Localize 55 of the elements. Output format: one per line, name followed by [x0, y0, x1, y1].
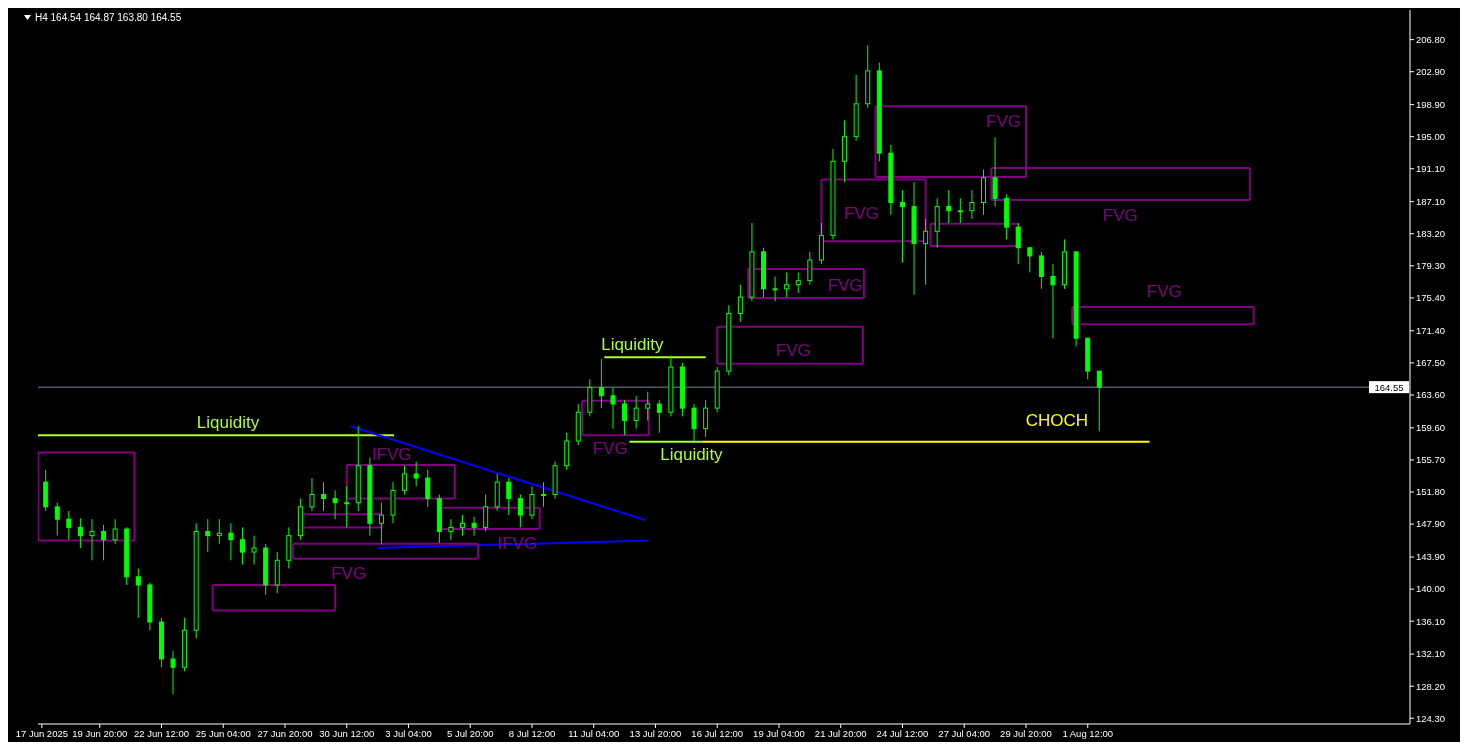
series-label: IFVG	[371, 445, 412, 465]
y-tick-label: 124.30	[1416, 712, 1446, 724]
series-label: Liquidity	[601, 334, 665, 354]
series-label: Liquidity	[196, 412, 260, 432]
y-tick-label: 206.80	[1416, 33, 1446, 45]
y-tick-label: 198.90	[1416, 98, 1446, 110]
x-tick-label: 13 Jul 20:00	[629, 727, 682, 739]
series-label: FVG	[843, 203, 879, 223]
series-label: FVG	[1146, 282, 1182, 302]
y-tick-label: 140.00	[1416, 583, 1446, 595]
text: FVG	[1102, 206, 1138, 226]
y-tick-label: 202.90	[1416, 66, 1446, 78]
y-tick-label: 179.30	[1416, 260, 1446, 272]
series-label: Liquidity	[660, 445, 724, 465]
y-tick-label: 167.50	[1416, 357, 1446, 369]
y-tick-label: 128.20	[1416, 680, 1446, 692]
x-tick-label: 1 Aug 12:00	[1062, 727, 1114, 739]
y-tick-label: 171.40	[1416, 325, 1446, 337]
y-tick-label: 151.80	[1416, 486, 1446, 498]
x-tick-label: 27 Jun 20:00	[257, 727, 313, 739]
y-tick-label: 175.40	[1416, 292, 1446, 304]
x-tick-label: 27 Jul 04:00	[938, 727, 991, 739]
x-tick-label: 24 Jul 12:00	[876, 727, 929, 739]
x-tick-label: 19 Jun 20:00	[72, 727, 128, 739]
y-tick-label: 132.10	[1416, 648, 1446, 660]
series-label: FVG	[827, 275, 863, 295]
y-tick-label: 183.20	[1416, 228, 1446, 240]
y-tick-label: 191.10	[1416, 163, 1446, 175]
chart-title: H4 164.54 164.87 163.80 164.55	[35, 12, 182, 23]
y-tick-label: 155.70	[1416, 454, 1446, 466]
series-label: FVG	[775, 341, 811, 361]
x-tick-label: 3 Jul 04:00	[385, 727, 432, 739]
y-tick-label: 159.60	[1416, 422, 1446, 434]
x-tick-label: 25 Jun 04:00	[195, 727, 251, 739]
x-tick-label: 5 Jul 20:00	[447, 727, 494, 739]
x-tick-label: 11 Jul 04:00	[568, 727, 620, 739]
series-label: CHOCH	[1025, 411, 1088, 431]
series-label: FVG	[986, 111, 1021, 131]
ref-line-label: 164.55	[1374, 382, 1404, 394]
y-tick-label: 163.60	[1416, 389, 1446, 401]
x-tick-label: 22 Jun 12:00	[134, 727, 189, 739]
y-tick-label: 187.10	[1416, 196, 1446, 208]
x-tick-label: 21 Jul 20:00	[814, 727, 867, 739]
x-tick-label: 17 Jun 2025	[15, 727, 69, 739]
x-tick-label: 19 Jul 04:00	[753, 727, 805, 739]
x-tick-label: 30 Jun 12:00	[319, 727, 375, 739]
series-label: FVG	[592, 438, 628, 458]
y-tick-label: 136.10	[1416, 615, 1446, 627]
x-tick-label: 29 Jul 20:00	[1000, 727, 1052, 739]
series-label: FVG	[331, 564, 367, 584]
x-tick-label: 16 Jul 12:00	[691, 727, 744, 739]
y-tick-label: 147.90	[1416, 518, 1446, 530]
y-tick-label: 195.00	[1416, 131, 1446, 143]
y-tick-label: 143.90	[1416, 551, 1446, 563]
x-tick-label: 8 Jul 12:00	[508, 727, 556, 739]
